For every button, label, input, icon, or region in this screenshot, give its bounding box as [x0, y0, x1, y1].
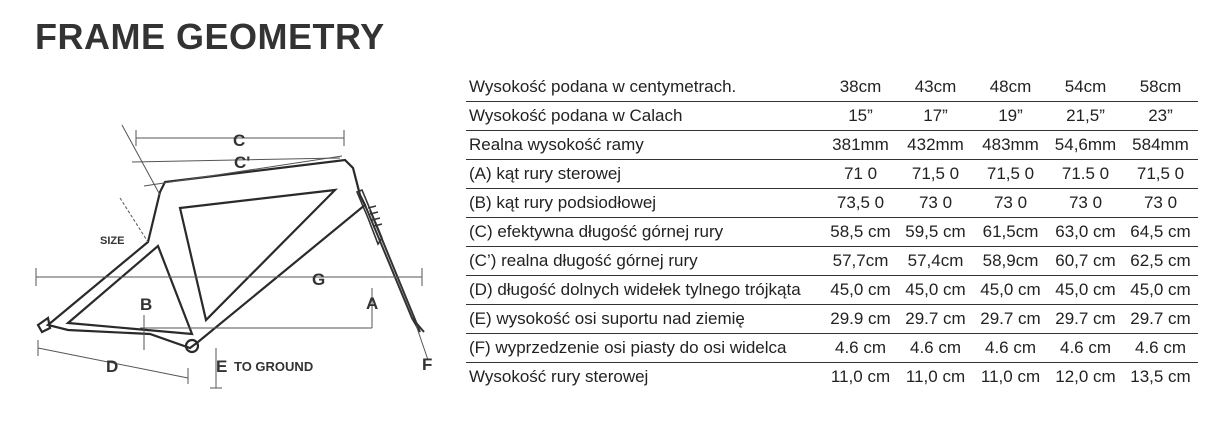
frame-outline [36, 158, 367, 354]
table-row: Realna wysokość ramy 381mm 432mm 483mm 54,6m… [466, 130, 1198, 160]
row-label: (B) kąt rury podsiodłowej [466, 188, 823, 218]
table-row: (D) długość dolnych widełek tylnego trój… [466, 275, 1198, 305]
table-row: (C) efektywna długość górnej rury 58,5 cm… [466, 217, 1198, 247]
row-label: (C) efektywna długość górnej rury [466, 217, 823, 247]
table-cell: 19” [973, 101, 1048, 131]
table-cell: 11,0 cm [980, 367, 1041, 386]
table-cell: 45,0 cm [973, 275, 1048, 305]
table-cell: 11,0 cm [830, 367, 891, 386]
label-e: E [216, 357, 227, 376]
label-to-ground: TO GROUND [234, 359, 313, 374]
table-cell: 4.6 cm [823, 333, 898, 363]
table-cell: 29.7 cm [898, 304, 973, 334]
dimension-lines [35, 124, 429, 389]
table-cell: 29.9 cm [823, 304, 898, 334]
table-cell: 58cm [1123, 73, 1198, 102]
table-cell: 60,7 cm [1048, 246, 1123, 276]
table-cell: 45,0 cm [1048, 275, 1123, 305]
row-label: (F) wyprzedzenie osi piasty do osi widel… [466, 333, 823, 363]
label-d: D [106, 357, 118, 376]
table-cell: 73 0 [1123, 188, 1198, 218]
label-c: C [233, 131, 245, 150]
table-cell: 73 0 [1048, 188, 1123, 218]
table-cell: 483mm [973, 130, 1048, 160]
label-g: G [312, 270, 325, 289]
row-label: Realna wysokość ramy [466, 130, 823, 160]
page-title: FRAME GEOMETRY [35, 16, 385, 57]
table-cell: 57,7cm [823, 246, 898, 276]
row-label: Wysokość podana w centymetrach. [466, 73, 823, 102]
row-label: Wysokość podana w Calach [466, 101, 823, 131]
table-cell: 71,5 0 [898, 159, 973, 189]
row-label: (D) długość dolnych widełek tylnego trój… [466, 275, 823, 305]
table-row: Wysokość rury sterowej 11,0 cm 11,0 cm 11,0… [466, 363, 1198, 392]
table-cell: 21,5” [1048, 101, 1123, 131]
table-cell: 71.5 0 [1048, 159, 1123, 189]
table-cell: 58,5 cm [823, 217, 898, 247]
table-cell: 54cm [1048, 73, 1123, 102]
label-a: A [366, 294, 378, 313]
label-size: SIZE [100, 235, 124, 247]
table-cell: 45,0 cm [1123, 275, 1198, 305]
table-cell: 29.7 cm [1048, 304, 1123, 334]
table-cell: 11,0 cm [905, 367, 966, 386]
row-label: (A) kąt rury sterowej [466, 159, 823, 189]
geometry-table: Wysokość podana w centymetrach. 38cm 43cm 4… [466, 73, 1198, 391]
table-cell: 29.7 cm [973, 304, 1048, 334]
label-c-prime: C' [234, 153, 250, 172]
frame-geometry-diagram: C C' SIZE G A B D E TO GROUND F [35, 124, 432, 389]
table-cell: 58,9cm [973, 246, 1048, 276]
row-label: (E) wysokość osi suportu nad ziemię [466, 304, 823, 334]
table-cell: 73 0 [898, 188, 973, 218]
table-cell: 54,6mm [1048, 130, 1123, 160]
table-cell: 381mm [823, 130, 898, 160]
table-cell: 12,0 cm [1055, 367, 1116, 386]
table-row: (E) wysokość osi suportu nad ziemię 29.9 … [466, 304, 1198, 334]
table-cell: 4.6 cm [898, 333, 973, 363]
table-cell: 4.6 cm [1048, 333, 1123, 363]
table-cell: 62,5 cm [1123, 246, 1198, 276]
table-cell: 73,5 0 [823, 188, 898, 218]
table-cell: 17” [898, 101, 973, 131]
table-cell: 584mm [1123, 130, 1198, 160]
table-cell: 4.6 cm [1123, 333, 1198, 363]
row-label: (C’) realna długość górnej rury [466, 246, 823, 276]
table-cell: 43cm [898, 73, 973, 102]
table-row: (A) kąt rury sterowej 71 0 71,5 0 71,5 0 71.… [466, 159, 1198, 189]
table-cell: 57,4cm [898, 246, 973, 276]
table-row: (C’) realna długość górnej rury 57,7cm 57,… [466, 246, 1198, 276]
table-cell: 432mm [898, 130, 973, 160]
table-cell: 45,0 cm [898, 275, 973, 305]
table-cell: 63,0 cm [1048, 217, 1123, 247]
table-row: Wysokość podana w centymetrach. 38cm 43cm 4… [466, 73, 1198, 102]
table-cell: 61,5cm [973, 217, 1048, 247]
label-f: F [422, 355, 432, 374]
table-cell: 48cm [973, 73, 1048, 102]
table-cell: 64,5 cm [1123, 217, 1198, 247]
table-row: Wysokość podana w Calach 15” 17” 19” 21,5” 23… [466, 101, 1198, 131]
table-cell: 71 0 [823, 159, 898, 189]
table-cell: 59,5 cm [898, 217, 973, 247]
table-cell: 71,5 0 [973, 159, 1048, 189]
table-cell: 29.7 cm [1123, 304, 1198, 334]
table-cell: 15” [823, 101, 898, 131]
table-cell: 45,0 cm [823, 275, 898, 305]
label-b: B [140, 295, 152, 314]
table-row: (F) wyprzedzenie osi piasty do osi widel… [466, 333, 1198, 363]
table-cell: 13,5 cm [1130, 367, 1191, 386]
fork [364, 204, 425, 333]
table-cell: 38cm [823, 73, 898, 102]
table-cell: 71,5 0 [1123, 159, 1198, 189]
dimension-labels: C C' SIZE G A B D E TO GROUND F [100, 131, 432, 376]
table-cell: 73 0 [973, 188, 1048, 218]
row-label: Wysokość rury sterowej [469, 367, 649, 386]
table-cell: 4.6 cm [973, 333, 1048, 363]
table-cell: 23” [1123, 101, 1198, 131]
